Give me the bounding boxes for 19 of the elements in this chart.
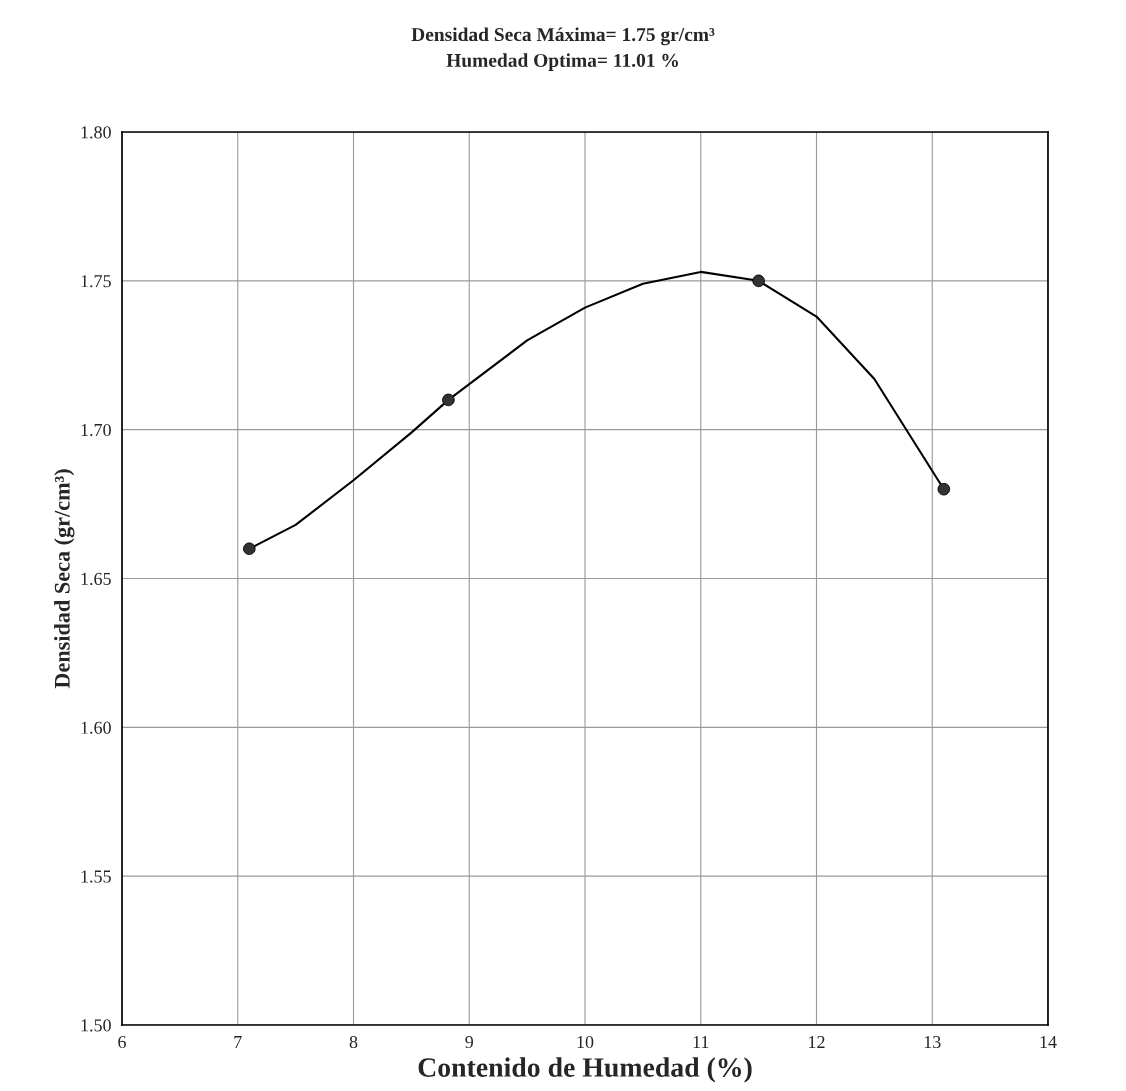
chart-title: Densidad Seca Máxima= 1.75 gr/cm³ Humedad Optima= 11.01 % [411,27,715,71]
y-tick-label: 1.80 [81,126,111,139]
x-tick-label: 11 [693,1036,709,1048]
x-tick-label: 9 [465,1035,474,1049]
y-tick-label: 1.50 [81,1019,111,1032]
y-axis-title: Densidad Seca (gr/cm³) [54,469,75,689]
x-axis-title: Contenido de Humedad (%) [418,1057,752,1083]
x-tick-label: 12 [809,1035,825,1048]
y-tick-label: 1.75 [81,275,111,288]
x-tick-label: 6 [118,1035,126,1049]
x-tick-label: 7 [234,1036,242,1048]
x-tick-label: 8 [349,1035,358,1049]
y-tick-label: 1.55 [81,870,111,883]
y-tick-label: 1.60 [81,721,111,734]
x-tick-label: 13 [924,1035,941,1049]
x-tick-label: 10 [577,1035,594,1049]
y-tick-label: 1.70 [81,423,111,437]
x-tick-label: 14 [1040,1036,1057,1048]
y-tick-label: 1.65 [81,572,111,586]
